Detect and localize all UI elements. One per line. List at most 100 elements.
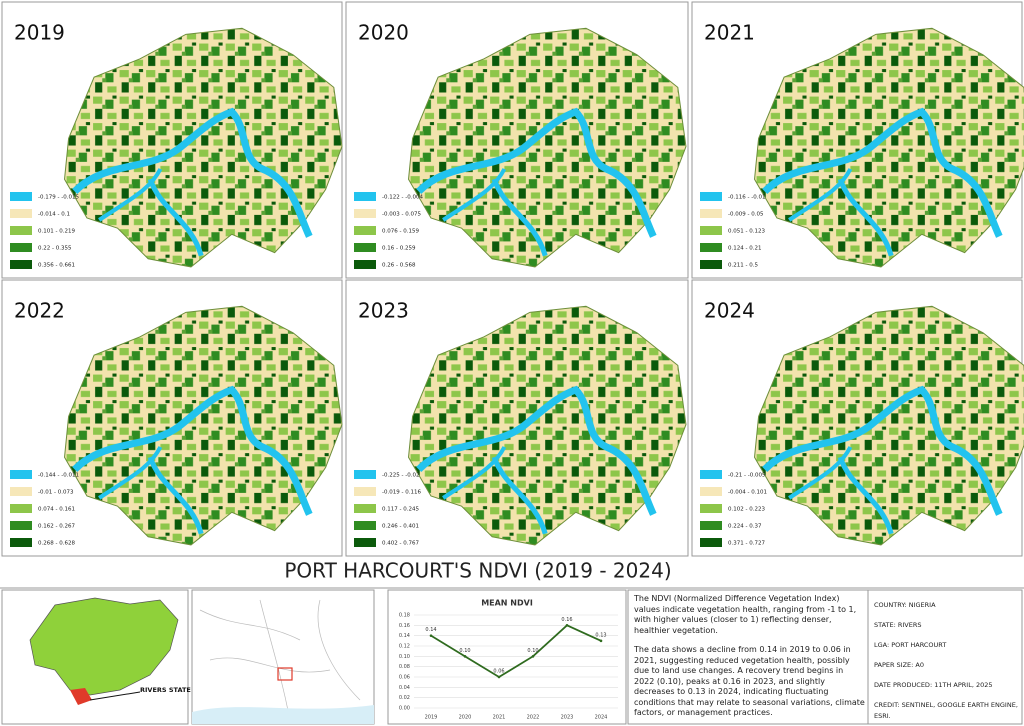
value-label: 0.10 bbox=[527, 648, 538, 654]
legend-swatch bbox=[700, 487, 722, 496]
legend-label: 0.101 - 0.219 bbox=[38, 229, 75, 235]
locator-arrow bbox=[89, 691, 141, 701]
x-tick-label: 2021 bbox=[493, 715, 506, 721]
ndvi-point bbox=[599, 639, 603, 643]
legend-label: -0.009 - 0.05 bbox=[728, 212, 764, 218]
legend-label: 0.102 - 0.223 bbox=[728, 507, 765, 513]
legend-swatch bbox=[10, 470, 32, 479]
legend-label: 0.211 - 0.5 bbox=[728, 263, 758, 269]
panel-year: 2023 bbox=[358, 299, 409, 323]
legend-label: 0.16 - 0.259 bbox=[382, 246, 416, 252]
legend-label: 0.074 - 0.161 bbox=[38, 507, 75, 513]
legend-label: -0.21 - -0.005 bbox=[728, 473, 766, 479]
legend-swatch bbox=[354, 504, 376, 513]
poster-title: PORT HARCOURT'S NDVI (2019 - 2024) bbox=[284, 559, 671, 583]
legend-swatch bbox=[10, 226, 32, 235]
y-tick-label: 0.02 bbox=[399, 695, 410, 701]
legend-label: -0.003 - 0.075 bbox=[382, 212, 421, 218]
info-line: STATE: RIVERS bbox=[874, 621, 922, 629]
chart-title: MEAN NDVI bbox=[481, 599, 533, 608]
x-tick-label: 2022 bbox=[527, 715, 540, 721]
legend-label: 0.268 - 0.628 bbox=[38, 541, 75, 547]
legend-label: 0.22 - 0.355 bbox=[38, 246, 72, 252]
legend-label: 0.124 - 0.21 bbox=[728, 246, 761, 252]
description: The NDVI (Normalized Difference Vegetati… bbox=[634, 594, 866, 726]
legend-label: -0.004 - 0.101 bbox=[728, 490, 767, 496]
coast bbox=[192, 705, 374, 724]
legend-swatch bbox=[700, 504, 722, 513]
legend-swatch bbox=[700, 538, 722, 547]
ndvi-line bbox=[430, 624, 602, 679]
legend-label: 0.402 - 0.767 bbox=[382, 541, 419, 547]
region-lines bbox=[199, 599, 361, 721]
legend-label: -0.122 - -0.004 bbox=[382, 195, 423, 201]
value-label: 0.13 bbox=[595, 632, 606, 638]
panel-year: 2019 bbox=[14, 21, 65, 45]
ndvi-point bbox=[565, 624, 569, 627]
legend-label: 0.076 - 0.159 bbox=[382, 229, 419, 235]
panel-year: 2024 bbox=[704, 299, 755, 323]
ndvi-point bbox=[429, 634, 433, 637]
value-label: 0.10 bbox=[459, 648, 470, 654]
value-label: 0.06 bbox=[493, 669, 504, 675]
legend-label: 0.051 - 0.123 bbox=[728, 229, 765, 235]
legend-swatch bbox=[700, 192, 722, 201]
y-tick-label: 0.08 bbox=[399, 664, 410, 670]
legend-swatch bbox=[354, 487, 376, 496]
legend-swatch bbox=[700, 209, 722, 218]
ndvi-point bbox=[497, 675, 501, 679]
legend-label: -0.144 - -0.011 bbox=[38, 473, 79, 479]
study-area bbox=[277, 667, 293, 681]
y-tick-label: 0.16 bbox=[399, 623, 410, 629]
nigeria-shape bbox=[29, 597, 179, 696]
legend-label: 0.117 - 0.245 bbox=[382, 507, 419, 513]
legend-swatch bbox=[700, 226, 722, 235]
x-tick-label: 2024 bbox=[595, 715, 608, 721]
description-paragraph: The NDVI (Normalized Difference Vegetati… bbox=[634, 594, 857, 635]
legend-label: 0.162 - 0.267 bbox=[38, 524, 75, 530]
legend-swatch bbox=[354, 260, 376, 269]
ndvi-point bbox=[531, 655, 535, 658]
legend-swatch bbox=[10, 260, 32, 269]
legend-swatch bbox=[700, 521, 722, 530]
legend-swatch bbox=[10, 192, 32, 201]
info-line: PAPER SIZE: A0 bbox=[874, 661, 925, 669]
legend-swatch bbox=[354, 226, 376, 235]
info-frame bbox=[867, 589, 1023, 725]
y-tick-label: 0.14 bbox=[399, 633, 410, 639]
x-tick-label: 2019 bbox=[425, 715, 438, 721]
rivers-state bbox=[70, 688, 92, 705]
y-tick-label: 0.18 bbox=[399, 613, 410, 619]
legend-label: -0.116 - -0.01 bbox=[728, 195, 765, 201]
y-tick-label: 0.06 bbox=[399, 675, 410, 681]
info-block: COUNTRY: NIGERIA STATE: RIVERS LGA: PORT H… bbox=[874, 600, 1022, 726]
legend-swatch bbox=[354, 209, 376, 218]
region-frame bbox=[191, 589, 375, 725]
legend-label: -0.019 - 0.116 bbox=[382, 490, 421, 496]
legend-swatch bbox=[354, 192, 376, 201]
chart-frame bbox=[387, 589, 627, 725]
value-label: 0.14 bbox=[425, 627, 436, 633]
legend-swatch bbox=[354, 538, 376, 547]
info-line: CREDIT: SENTINEL, GOOGLE EARTH ENGINE, E… bbox=[874, 701, 1018, 720]
x-tick-label: 2020 bbox=[459, 715, 472, 721]
panel-year: 2020 bbox=[358, 21, 409, 45]
legend-swatch bbox=[700, 470, 722, 479]
legend-swatch bbox=[10, 487, 32, 496]
legend-label: 0.26 - 0.568 bbox=[382, 263, 416, 269]
info-line: DATE PRODUCED: 11TH APRIL, 2025 bbox=[874, 681, 993, 689]
ndvi-point bbox=[463, 655, 467, 658]
y-tick-label: 0.12 bbox=[399, 644, 410, 650]
x-tick-label: 2023 bbox=[561, 715, 574, 721]
y-tick-label: 0.10 bbox=[399, 654, 410, 660]
y-tick-label: 0.00 bbox=[399, 706, 410, 712]
y-tick-label: 0.04 bbox=[399, 685, 410, 691]
locator-label: RIVERS STATE bbox=[140, 686, 191, 694]
legend-swatch bbox=[10, 538, 32, 547]
description-paragraph: The data shows a decline from 0.14 in 20… bbox=[634, 645, 865, 717]
legend-label: 0.371 - 0.727 bbox=[728, 541, 765, 547]
legend-label: -0.014 - 0.1 bbox=[38, 212, 70, 218]
legend-swatch bbox=[700, 243, 722, 252]
